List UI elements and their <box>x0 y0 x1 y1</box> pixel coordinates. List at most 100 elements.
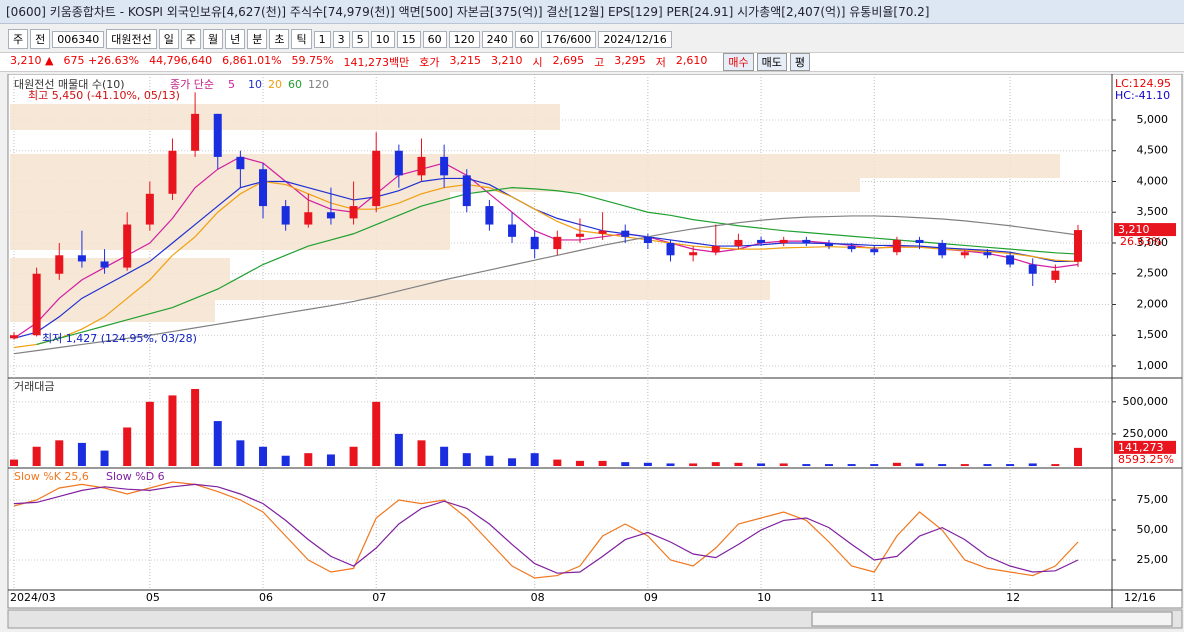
candle-body <box>666 242 675 256</box>
candle-body <box>259 169 268 207</box>
volume-bar <box>168 395 177 466</box>
volume-bar <box>779 463 788 466</box>
order-button[interactable]: 평 <box>789 53 810 71</box>
tool-button[interactable]: 일 <box>158 29 179 49</box>
order-button[interactable]: 매수 <box>723 53 754 71</box>
candle-body <box>1074 230 1082 262</box>
candle-body <box>417 156 426 176</box>
ma-label: 종가 단순 <box>170 78 214 91</box>
tool-button[interactable]: 주 <box>8 29 29 49</box>
volume-bar <box>1028 463 1037 466</box>
volume-bar <box>553 459 562 466</box>
legend-entry: Slow %K 25,6 <box>14 470 89 483</box>
volume-bar <box>643 462 652 466</box>
candle-body <box>824 242 833 247</box>
tool-button[interactable]: 전 <box>30 29 51 49</box>
volume-bar <box>621 462 630 466</box>
info-item: 6,861.01% <box>222 54 282 67</box>
volume-bar <box>847 464 856 466</box>
tool-button[interactable]: 초 <box>269 29 290 49</box>
buttons: 매수 매도 평 <box>723 53 810 71</box>
tool-button[interactable]: 15 <box>396 30 421 48</box>
candle-body <box>123 224 132 268</box>
tool-button[interactable]: 60 <box>422 30 447 48</box>
panel-title: 대원전선 매물대 수(10) <box>14 78 125 91</box>
info-item: 3,210 ▲ <box>10 54 54 67</box>
last-change: 26.63% <box>1120 235 1162 248</box>
info: 3,210 ▲ 675 +26.63% 44,796,640 6,861.01% 59.… <box>10 54 707 70</box>
scroll-controls[interactable] <box>811 611 1173 627</box>
volume-profile <box>10 258 230 280</box>
candle-body <box>168 150 177 194</box>
volume-bar <box>372 401 381 466</box>
legend-entry: 120 <box>308 78 329 91</box>
tool-button[interactable]: 틱 <box>291 29 312 49</box>
volume-bar <box>824 464 833 466</box>
info-item: 2,695 <box>552 54 585 67</box>
x-tick-label: 07 <box>372 591 386 604</box>
volume-bar <box>236 440 245 466</box>
legend-entry: 60 <box>288 78 302 91</box>
volume-profile <box>10 280 770 300</box>
volume-bar <box>462 453 471 466</box>
volume-bar <box>1006 464 1015 466</box>
info-item: 3,210 <box>490 54 523 67</box>
volume-bar <box>304 453 313 466</box>
volume-bar <box>485 455 494 466</box>
volume-bar <box>938 464 947 466</box>
tool-button[interactable]: 월 <box>202 29 224 49</box>
candle-body <box>440 156 449 176</box>
annotation: LC:124.95 <box>1115 77 1171 90</box>
candle-body <box>734 239 743 247</box>
series-line <box>13 215 1079 355</box>
x-end-label: 12/16 <box>1124 591 1156 604</box>
series-line <box>13 483 1079 574</box>
tool-button[interactable]: 006340 <box>52 30 105 48</box>
tool-button[interactable]: 대원전선 <box>106 29 157 49</box>
candle-body <box>145 193 154 225</box>
y-tick-label: 1,500 <box>1137 328 1169 341</box>
y-tick-label: 75,00 <box>1137 493 1169 506</box>
y-tick-label: 3,500 <box>1137 205 1169 218</box>
volume-bar <box>960 464 969 466</box>
volume-bar <box>100 450 109 466</box>
candle-body <box>508 224 517 237</box>
tool-button[interactable]: 10 <box>370 30 395 48</box>
info-item: 호가 <box>419 56 440 69</box>
volume-bar <box>417 440 426 466</box>
candle-body <box>530 236 539 250</box>
volume-bar <box>508 458 517 466</box>
volume-bar <box>1051 464 1060 466</box>
volume-bar <box>349 446 358 466</box>
tool-button[interactable]: 주 <box>180 29 201 49</box>
volume-bar <box>870 464 879 466</box>
candle-body <box>847 246 856 250</box>
tool-button[interactable]: 176/600 <box>540 30 597 48</box>
order-button[interactable]: 매도 <box>756 53 787 71</box>
last-price: 3,210 <box>1118 223 1150 236</box>
legend-entry: 5 <box>228 78 235 91</box>
candle-body <box>575 233 584 237</box>
volume-profile <box>10 154 1060 178</box>
tool-button[interactable]: 240 <box>481 30 513 48</box>
x-tick-label: 12 <box>1006 591 1020 604</box>
tool-button[interactable]: 60 <box>514 30 539 48</box>
y-tick-label: 4,500 <box>1137 144 1169 157</box>
y-tick-label: 4,000 <box>1137 174 1169 187</box>
info-item: 141,273백만 <box>343 56 410 69</box>
tool-button[interactable]: 5 <box>351 30 369 48</box>
tool-button[interactable]: 1 <box>313 30 331 48</box>
tool-button[interactable]: 년 <box>225 29 246 49</box>
tool-button[interactable]: 2024/12/16 <box>598 30 672 48</box>
candle-body <box>281 206 290 225</box>
tool-button[interactable]: 분 <box>247 29 268 49</box>
tool-button[interactable]: 3 <box>332 30 350 48</box>
volume-bar <box>77 442 86 466</box>
candle-body <box>32 273 41 336</box>
volume-bar <box>711 462 720 466</box>
legend-entry: 20 <box>268 78 282 91</box>
tool-button[interactable]: 120 <box>448 30 480 48</box>
volume-bar <box>983 464 992 466</box>
volume-bar <box>213 421 222 466</box>
